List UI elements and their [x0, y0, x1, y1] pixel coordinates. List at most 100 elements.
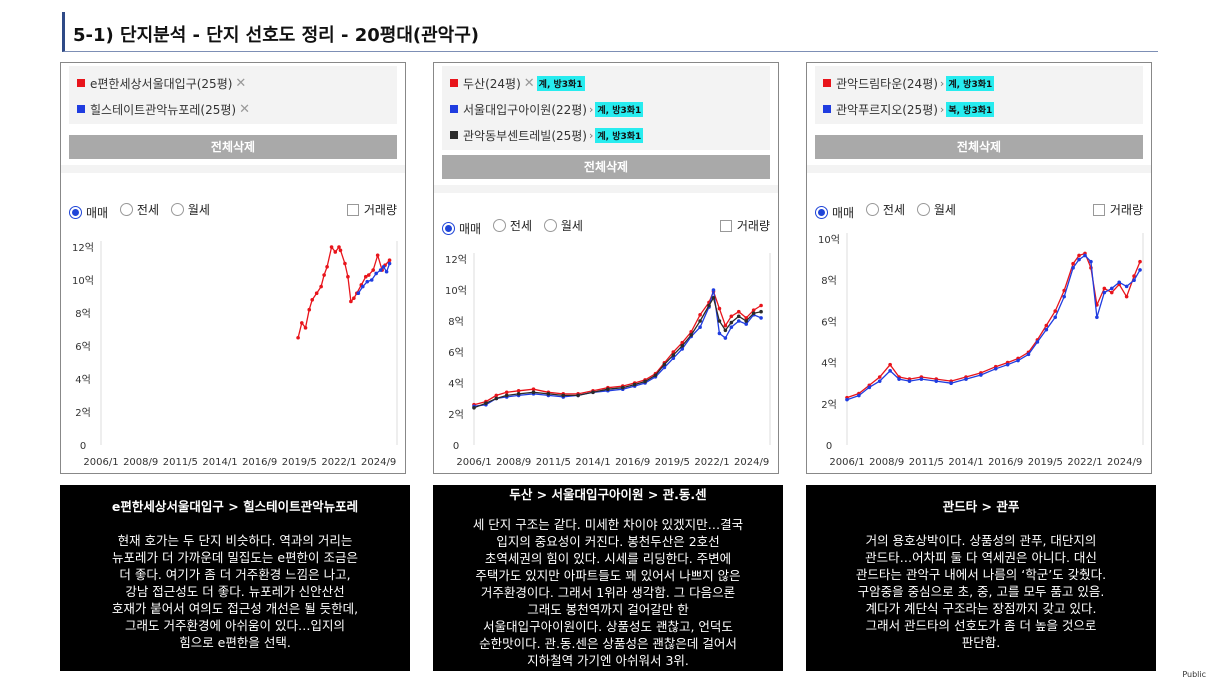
trade-type-radio-group: 매매 전세 월세 거래량	[69, 201, 397, 221]
radio-sale[interactable]: 매매	[442, 220, 481, 237]
radio-icon	[543, 219, 557, 232]
data-point	[1035, 340, 1040, 344]
separator	[807, 165, 1151, 173]
data-point	[759, 309, 763, 314]
radio-sale[interactable]: 매매	[69, 204, 108, 221]
data-point	[857, 393, 861, 398]
checkbox-icon	[1092, 203, 1105, 216]
data-point	[591, 390, 595, 395]
complex-tag[interactable]: 관악드림타운(24평) › 계, 방3화1	[815, 70, 1143, 96]
description-line: 현재 호가는 두 단지 비슷하다. 역과의 거리는	[117, 533, 353, 548]
data-point	[300, 321, 304, 325]
separator	[434, 185, 778, 193]
series-color-swatch	[77, 105, 85, 113]
data-point	[1062, 288, 1066, 293]
data-point	[759, 303, 763, 308]
data-point	[723, 336, 728, 340]
radio-jeonse[interactable]: 전세	[865, 201, 905, 218]
data-point	[877, 379, 882, 383]
data-point	[689, 333, 693, 337]
complex-tag[interactable]: 서울대입구아이원(22평) › 계, 방3화1	[442, 96, 770, 122]
data-point	[698, 325, 702, 329]
structure-note: 계, 방3화1	[536, 75, 585, 91]
volume-checkbox[interactable]: 거래량	[346, 201, 397, 218]
data-point	[620, 385, 625, 390]
x-tick-label: 2006/1	[83, 457, 118, 468]
radio-label: 전세	[509, 219, 533, 233]
volume-label: 거래량	[736, 219, 770, 233]
data-point	[337, 245, 341, 249]
data-point	[671, 350, 676, 354]
complex-tag[interactable]: 두산(24평) ✕ 계, 방3화1	[442, 70, 770, 96]
description-line: 거의 용호상박이다. 상품성의 관푸, 대단지의	[865, 533, 1097, 548]
volume-checkbox[interactable]: 거래량	[1092, 201, 1143, 218]
data-point	[360, 284, 365, 289]
x-tick-label: 2008/9	[869, 457, 904, 468]
data-point	[1062, 294, 1066, 299]
description-line: 주택가도 있지만 아파트들도 꽤 있어서 나쁘지 않은	[475, 568, 741, 583]
data-point	[1053, 315, 1058, 320]
complex-tag-name: 서울대입구아이원(22평)	[463, 102, 587, 117]
close-icon[interactable]: ✕	[235, 75, 247, 91]
description-text: 세 단지 구조는 같다. 미세한 차이야 있겠지만…결국 입지의 중요성이 커진다…	[439, 516, 777, 669]
x-tick-label: 2019/5	[1028, 457, 1063, 468]
delete-all-button[interactable]: 전체삭제	[442, 155, 770, 179]
data-point	[333, 250, 338, 254]
data-point	[707, 303, 711, 308]
data-point	[531, 387, 536, 391]
data-point	[374, 271, 378, 276]
description-line: 입지의 중요성이 커진다. 봉천두산은 2호선	[496, 534, 720, 549]
radio-monthly[interactable]: 월세	[170, 201, 210, 218]
series-color-swatch	[450, 105, 458, 113]
data-point	[736, 314, 741, 319]
description-line: 초역세권의 힘이 있다. 시세를 리딩한다. 주변에	[484, 551, 732, 566]
data-point	[907, 379, 912, 383]
radio-icon	[916, 203, 930, 216]
slide-title: 5-1) 단지분석 - 단지 선호도 정리 - 20평대(관악구)	[62, 12, 1158, 52]
complex-tag[interactable]: 힐스테이트관악뉴포레(25평) ✕	[69, 96, 397, 122]
complex-tag[interactable]: 관악동부센트레빌(25평) › 계, 방3화1	[442, 122, 770, 148]
x-tick-label: 2022/1	[1067, 457, 1102, 468]
chevron-right-icon: ›	[939, 76, 945, 90]
close-icon[interactable]: ✕	[239, 101, 250, 117]
complex-tag[interactable]: 관악푸르지오(25평) › 복, 방3화1	[815, 96, 1143, 122]
data-point	[759, 316, 763, 320]
radio-selected-icon	[69, 206, 82, 219]
data-point	[1109, 290, 1114, 295]
y-tick-label: 0	[80, 441, 86, 452]
data-point	[365, 279, 370, 284]
radio-sale[interactable]: 매매	[815, 204, 854, 221]
description-line: 구암중을 중심으로 초, 중, 고를 모두 품고 있음.	[857, 584, 1105, 599]
structure-note: 복, 방3화1	[946, 101, 995, 117]
description-line: 그래서 관드타의 선호도가 좀 더 높을 것으로	[865, 618, 1097, 633]
data-point	[314, 291, 319, 295]
close-icon[interactable]: ✕	[523, 75, 535, 91]
complex-tag-name: 두산(24평)	[463, 76, 521, 91]
radio-monthly[interactable]: 월세	[543, 217, 583, 234]
y-tick-label: 4억	[448, 378, 464, 390]
radio-jeonse[interactable]: 전세	[492, 217, 533, 234]
data-point	[643, 379, 647, 384]
data-point	[504, 390, 509, 395]
volume-checkbox[interactable]: 거래량	[719, 217, 770, 234]
x-tick-label: 2016/9	[988, 457, 1023, 468]
y-tick-label: 4억	[75, 374, 91, 386]
complex-tag[interactable]: e편한세상서울대입구(25평) ✕	[69, 70, 397, 96]
y-tick-label: 8억	[448, 316, 464, 328]
y-tick-label: 12억	[445, 254, 467, 266]
radio-jeonse[interactable]: 전세	[119, 201, 159, 218]
description-box-3: 관드타 > 관푸 거의 용호상박이다. 상품성의 관푸, 대단지의 관드타…어차피…	[806, 485, 1156, 671]
data-point	[717, 319, 722, 323]
y-tick-label: 8억	[75, 308, 91, 320]
data-point	[1138, 259, 1142, 264]
data-point	[736, 319, 741, 323]
data-point	[1109, 286, 1114, 291]
delete-all-button[interactable]: 전체삭제	[69, 135, 397, 159]
radio-monthly[interactable]: 월세	[916, 201, 956, 218]
delete-all-button[interactable]: 전체삭제	[815, 135, 1143, 159]
description-line: 관드타…어차피 둘 다 역세권은 아니다. 대신	[865, 550, 1097, 565]
x-tick-label: 2024/9	[1107, 457, 1142, 468]
y-tick-label: 2억	[821, 399, 837, 411]
data-point	[680, 344, 685, 348]
data-point	[698, 313, 702, 317]
